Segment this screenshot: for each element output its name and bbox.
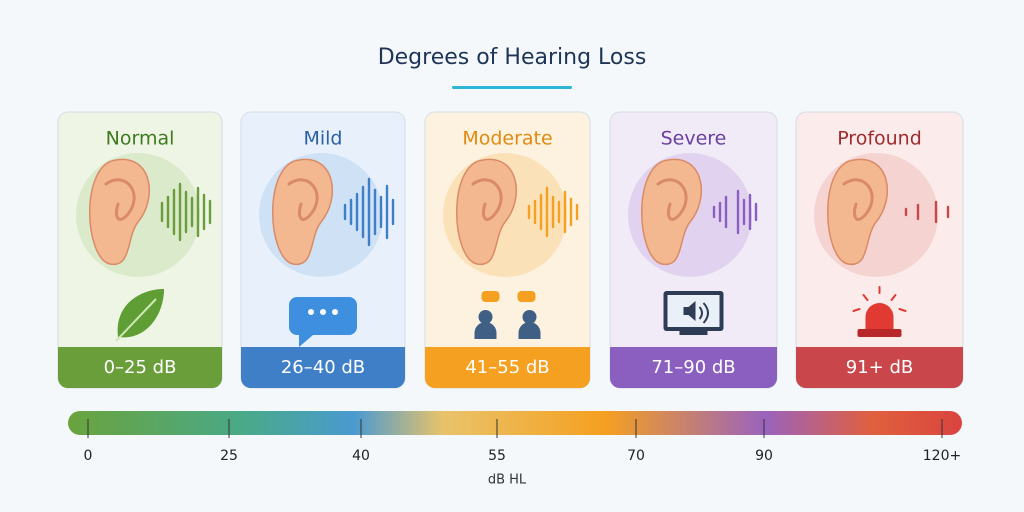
scale-tick-label: 70 [627,448,645,464]
monitor-stand [679,331,708,335]
card-title: Mild [303,128,342,150]
speech-dot [332,309,338,315]
person-head [522,310,537,324]
card-title: Severe [661,128,727,150]
range-label: 26–40 dB [281,357,365,378]
siren-ray [890,294,897,301]
range-label: 41–55 dB [465,357,549,378]
ear-inner [471,178,503,221]
axis-label: dB HL [488,473,527,488]
leaf-icon [117,289,164,338]
scale-tick-label: 0 [84,448,93,464]
scale-tick-label: 55 [488,448,506,464]
leaf-vein [115,298,157,342]
siren-base [857,329,902,337]
range-label: 71–90 dB [651,357,735,378]
range-band [425,347,590,388]
range-band [58,347,222,388]
bubble [517,291,536,302]
ear [827,158,889,265]
speech-dot [320,309,326,315]
siren [865,303,894,329]
range-label: 91+ dB [846,357,913,378]
ear [272,158,334,265]
hearing-card: Severe 71–90 dB [609,111,778,389]
ear-inner [287,178,319,221]
ear [641,158,703,265]
person-body [474,322,497,339]
range-band [241,347,405,388]
siren-ray [852,308,861,312]
ear [456,158,518,265]
person-body [518,322,541,339]
scale-tick-label: 120+ [923,448,961,464]
person-head [478,310,493,324]
bubble [481,291,500,302]
scale-tick-label: 25 [220,448,238,464]
hearing-card: Normal 0–25 dB [57,111,223,389]
range-band [610,347,777,388]
hearing-card: Mild 26–40 dB [240,111,406,389]
scale-tick-label: 90 [755,448,773,464]
card-title: Profound [837,128,922,150]
title-underline [452,86,572,89]
title: Degrees of Hearing Loss [378,45,647,70]
range-band [796,347,963,388]
siren-ray [898,308,907,312]
ear-inner [104,178,136,221]
siren-ray [862,294,869,301]
scale-bar [68,411,962,435]
card-title: Normal [106,128,175,150]
speaker [683,301,696,321]
hearing-card: Profound 91+ dB [795,111,964,389]
speaker-wave [698,302,709,324]
card-title: Moderate [462,128,552,150]
scale-tick-label: 40 [352,448,370,464]
ear-inner [656,178,688,221]
ear [89,158,151,265]
ear-inner [842,178,874,221]
range-label: 0–25 dB [104,357,177,378]
speech-dot [308,309,314,315]
hearing-card: Moderate 41–55 dB [424,111,591,389]
speech-icon [289,297,357,347]
